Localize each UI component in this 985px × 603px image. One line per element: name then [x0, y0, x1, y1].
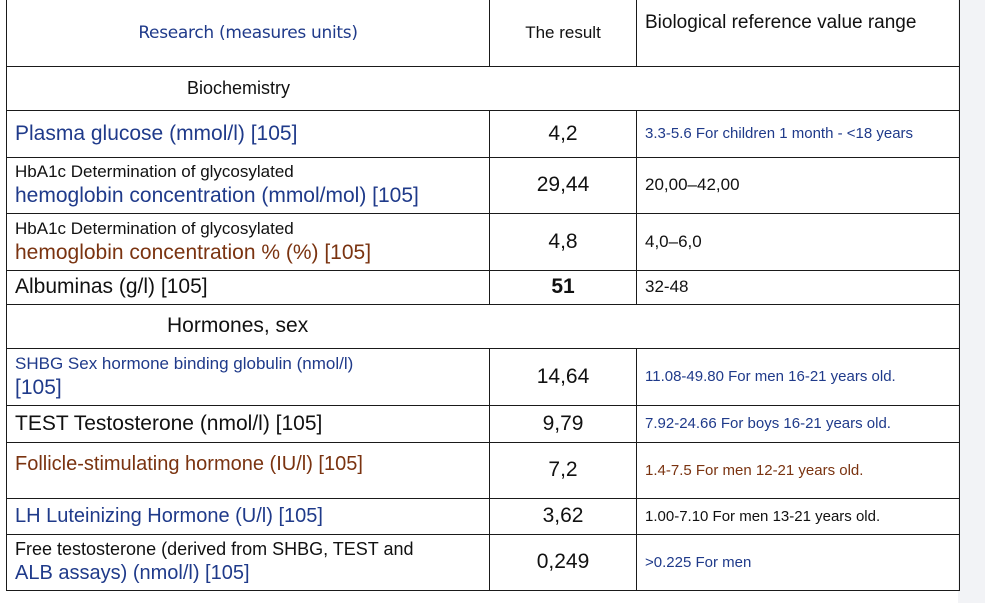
- lab-results-table: Research (measures units) The result Bio…: [6, 0, 960, 591]
- row-name-line2: [105]: [15, 375, 62, 399]
- table-row: LH Luteinizing Hormone (U/l) [105] 3,62 …: [6, 497, 960, 535]
- row-name: Follicle-stimulating hormone (IU/l) [105…: [6, 441, 490, 499]
- row-reference: >0.225 For men: [636, 533, 960, 591]
- row-reference: 1.4-7.5 For men 12-21 years old.: [636, 441, 960, 499]
- row-result: 7,2: [489, 441, 637, 499]
- row-result: 0,249: [489, 533, 637, 591]
- row-name-line1: HbA1c Determination of glycosylated: [15, 162, 294, 181]
- row-name-line2: hemoglobin concentration % (%) [105]: [15, 240, 372, 264]
- row-reference: 20,00–42,00: [636, 156, 960, 214]
- row-reference: 1.00-7.10 For men 13-21 years old.: [636, 497, 960, 535]
- header-result: The result: [489, 0, 637, 67]
- row-name-line1: SHBG Sex hormone binding globulin (nmol/…: [15, 353, 354, 373]
- row-reference: 11.08-49.80 For men 16-21 years old.: [636, 347, 960, 406]
- table-row: HbA1c Determination of glycosylated hemo…: [6, 212, 960, 271]
- row-result: 4,8: [489, 212, 637, 271]
- row-name: SHBG Sex hormone binding globulin (nmol/…: [6, 347, 490, 406]
- table-row: SHBG Sex hormone binding globulin (nmol/…: [6, 347, 960, 406]
- row-name: TEST Testosterone (nmol/l) [105]: [6, 404, 490, 443]
- table-row: Albuminas (g/l) [105] 51 32-48: [6, 269, 960, 305]
- table-row: HbA1c Determination of glycosylated hemo…: [6, 156, 960, 214]
- header-research: Research (measures units): [6, 0, 490, 67]
- table-row: Free testosterone (derived from SHBG, TE…: [6, 533, 960, 591]
- row-name-line1: Free testosterone (derived from SHBG, TE…: [15, 539, 414, 559]
- row-name: Free testosterone (derived from SHBG, TE…: [6, 533, 490, 591]
- row-reference: 32-48: [636, 269, 960, 305]
- table-row: TEST Testosterone (nmol/l) [105] 9,79 7.…: [6, 404, 960, 443]
- right-margin: [958, 0, 985, 603]
- row-result: 29,44: [489, 156, 637, 214]
- row-name: LH Luteinizing Hormone (U/l) [105]: [6, 497, 490, 535]
- row-name-line1: HbA1c Determination of glycosylated: [15, 218, 294, 238]
- row-reference: 7.92-24.66 For boys 16-21 years old.: [636, 404, 960, 443]
- table-row: Plasma glucose (mmol/l) [105] 4,2 3.3-5.…: [6, 109, 960, 158]
- section-hormones: Hormones, sex: [6, 303, 960, 349]
- header-reference: Biological reference value range: [636, 0, 960, 67]
- header-row: Research (measures units) The result Bio…: [6, 0, 960, 67]
- row-name: HbA1c Determination of glycosylated hemo…: [6, 156, 490, 214]
- row-name: Plasma glucose (mmol/l) [105]: [6, 109, 490, 158]
- row-result: 51: [489, 269, 637, 305]
- row-result: 14,64: [489, 347, 637, 406]
- row-reference: 4,0–6,0: [636, 212, 960, 271]
- row-result: 4,2: [489, 109, 637, 158]
- section-hormones-row: Hormones, sex: [6, 303, 960, 349]
- row-name: Albuminas (g/l) [105]: [6, 269, 490, 305]
- row-name-line2: hemoglobin concentration (mmol/mol) [105…: [15, 184, 419, 207]
- row-result: 3,62: [489, 497, 637, 535]
- row-result: 9,79: [489, 404, 637, 443]
- row-name: HbA1c Determination of glycosylated hemo…: [6, 212, 490, 271]
- section-biochemistry: Biochemistry: [6, 65, 960, 111]
- table-row: Follicle-stimulating hormone (IU/l) [105…: [6, 441, 960, 499]
- row-name-line2: ALB assays) (nmol/l) [105]: [15, 562, 250, 584]
- row-reference: 3.3-5.6 For children 1 month - <18 years: [636, 109, 960, 158]
- section-biochemistry-row: Biochemistry: [6, 65, 960, 111]
